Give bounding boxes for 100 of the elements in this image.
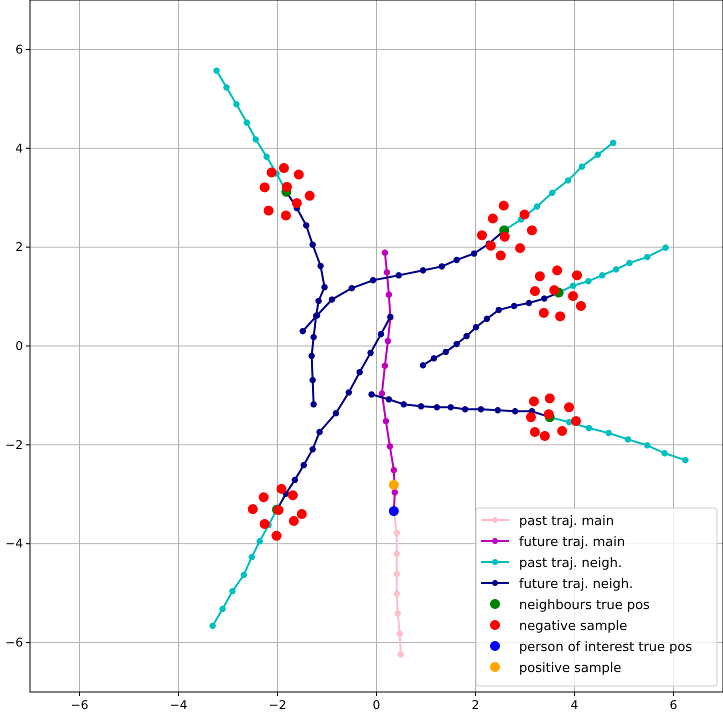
x-tick-label: −4	[170, 698, 188, 712]
point	[263, 153, 270, 160]
point	[394, 570, 400, 578]
point	[526, 412, 536, 422]
point	[496, 306, 502, 314]
point	[557, 426, 568, 436]
point	[420, 362, 426, 368]
point	[382, 249, 388, 256]
point	[258, 492, 269, 502]
point	[309, 241, 316, 248]
point	[233, 101, 240, 108]
point	[370, 277, 376, 284]
y-tick-label: −2	[5, 438, 23, 452]
point	[317, 262, 324, 270]
point	[394, 550, 400, 557]
point	[321, 284, 328, 290]
point	[394, 530, 400, 536]
point	[540, 430, 550, 441]
point	[496, 250, 506, 261]
point	[512, 408, 518, 414]
point	[260, 182, 270, 192]
point	[612, 266, 620, 273]
point	[356, 368, 363, 376]
point	[578, 163, 586, 170]
point	[219, 606, 226, 612]
y-tick-label: −4	[5, 536, 23, 551]
point	[260, 518, 270, 529]
point	[576, 300, 586, 311]
point	[626, 260, 633, 266]
point	[538, 308, 549, 318]
point	[386, 443, 394, 450]
legend-label: future traj. neigh.	[519, 577, 634, 592]
point	[526, 300, 532, 306]
x-tick-label: −2	[268, 698, 286, 712]
point	[530, 427, 540, 438]
point	[367, 350, 374, 356]
point	[520, 210, 530, 220]
point	[244, 119, 250, 126]
point	[304, 190, 315, 201]
point	[526, 225, 537, 236]
point	[386, 396, 392, 403]
point	[442, 348, 449, 356]
point	[534, 271, 545, 282]
point	[378, 390, 386, 397]
point	[599, 272, 606, 279]
x-tick-label: 6	[670, 698, 678, 712]
point	[264, 206, 274, 216]
point	[384, 338, 392, 344]
point	[315, 298, 322, 304]
x-tick-label: −6	[70, 698, 88, 712]
point	[570, 416, 581, 426]
point	[549, 190, 556, 196]
point	[644, 254, 650, 260]
y-tick-label: 6	[15, 42, 23, 56]
point	[453, 256, 460, 264]
point	[530, 286, 540, 296]
point	[346, 389, 352, 396]
point	[661, 450, 668, 456]
point	[398, 651, 404, 658]
point	[476, 230, 487, 240]
point	[386, 291, 392, 298]
point	[252, 136, 259, 143]
point	[368, 391, 375, 398]
point	[486, 240, 496, 251]
point	[624, 436, 632, 443]
legend-label: future traj. main	[519, 535, 626, 550]
x-tick-label: 2	[472, 698, 480, 712]
point	[510, 302, 518, 310]
x-tick-label: 4	[570, 698, 578, 712]
point	[605, 430, 612, 436]
point	[570, 282, 576, 289]
legend-label: person of interest true pos	[519, 640, 692, 655]
point	[309, 376, 316, 384]
point	[453, 340, 460, 348]
point	[388, 480, 399, 490]
legend-label: positive sample	[519, 661, 622, 676]
point	[300, 462, 307, 468]
point	[282, 182, 292, 192]
point	[278, 163, 289, 174]
point	[328, 296, 336, 303]
point	[498, 200, 509, 211]
point	[420, 267, 426, 274]
point	[276, 484, 286, 494]
point	[552, 265, 562, 276]
point	[400, 401, 407, 408]
point	[555, 311, 566, 322]
point	[549, 285, 560, 296]
point	[296, 509, 307, 520]
point	[610, 140, 616, 146]
point	[392, 489, 398, 496]
point	[396, 272, 402, 279]
point	[494, 407, 501, 414]
point	[310, 334, 317, 340]
point	[316, 428, 323, 436]
point	[418, 403, 424, 410]
point	[472, 324, 480, 330]
point	[594, 152, 601, 158]
point	[308, 352, 315, 360]
point	[288, 490, 298, 500]
point	[544, 393, 555, 404]
